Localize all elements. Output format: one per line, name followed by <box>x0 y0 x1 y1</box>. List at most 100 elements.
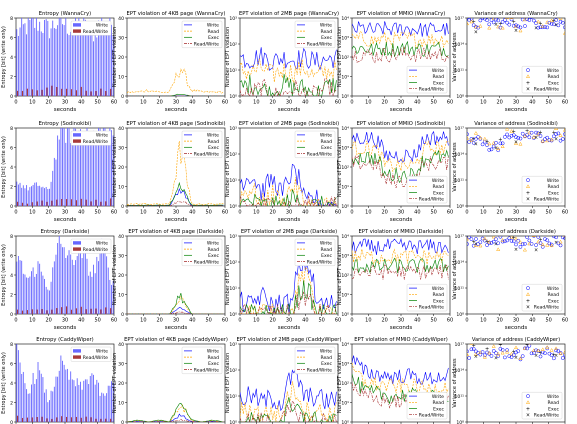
point-write <box>480 350 485 354</box>
legend-swatch <box>526 286 530 290</box>
panel-15: Entropy (CaddyWiper)0102030405060seconds… <box>1 337 115 424</box>
legend-box <box>521 392 563 420</box>
point-write <box>511 239 516 243</box>
y-tick-label: 0 <box>10 312 13 318</box>
x-tick-label: 10 <box>365 100 371 106</box>
bar-write <box>71 131 73 206</box>
point-write <box>491 239 496 244</box>
x-tick-label: 20 <box>156 210 162 216</box>
point-write <box>469 137 474 141</box>
legend-box <box>406 392 448 420</box>
x-tick-label: 20 <box>45 210 51 216</box>
plot-area: +×+×++×+×++× <box>467 128 565 153</box>
legend-label: Read/Write <box>83 29 108 35</box>
point-write <box>498 141 503 146</box>
point-read <box>531 236 536 237</box>
point-readwrite: × <box>494 356 498 362</box>
bar-write <box>47 289 49 314</box>
bar-write <box>93 264 94 314</box>
bar-write <box>60 18 62 96</box>
point-read <box>549 243 554 248</box>
bar-readwrite <box>41 200 43 206</box>
bar-readwrite <box>41 89 43 96</box>
point-read <box>469 138 474 143</box>
bar-write <box>111 284 112 314</box>
bar-write <box>63 25 65 96</box>
legend-label: Read/Write <box>419 413 444 419</box>
point-write <box>523 24 527 28</box>
x-axis-label: seconds <box>54 217 77 223</box>
x-tick-label: 10 <box>140 210 146 216</box>
x-tick-label: 0 <box>238 210 241 216</box>
bar-readwrite <box>31 202 33 206</box>
point-read <box>487 25 492 30</box>
series-line-read <box>240 381 337 422</box>
x-tick-label: 60 <box>335 210 341 216</box>
bar-write <box>31 18 32 96</box>
x-tick-label: 30 <box>286 318 292 324</box>
series-line-exec <box>352 373 449 407</box>
x-tick-label: 60 <box>562 210 568 216</box>
bar-readwrite <box>36 90 38 96</box>
y-tick-label: 30 <box>118 145 124 151</box>
point-read <box>500 237 505 242</box>
x-tick-label: 0 <box>125 318 128 324</box>
bar-write <box>78 244 80 314</box>
x-tick-label: 20 <box>269 100 275 106</box>
panel-8: EPT violation of MMIO (Sodinokibi) 0 10 20 3… <box>337 121 453 223</box>
bar-write <box>50 390 52 422</box>
y-tick-label: 10¹⁴ <box>454 42 464 48</box>
y-tick-label: 10³ <box>229 234 237 240</box>
bar-write <box>39 185 41 206</box>
bar-readwrite <box>46 418 48 422</box>
point-read <box>536 348 541 353</box>
bar-write <box>106 256 108 314</box>
legend-label: Exec <box>208 145 219 151</box>
legend-swatch: × <box>526 197 530 203</box>
bar-write <box>81 24 83 96</box>
bar-write <box>109 18 111 96</box>
bar-readwrite <box>31 89 33 96</box>
panel-title: EPT violation of 2MB page (WannaCry) <box>239 11 339 17</box>
series-line-write <box>240 47 337 71</box>
point-exec: + <box>498 343 502 349</box>
bar-write <box>93 374 94 422</box>
x-tick-label: 0 <box>125 210 128 216</box>
bar-write <box>24 188 26 206</box>
x-tick-label: 10 <box>29 210 35 216</box>
bar-write <box>39 21 41 96</box>
point-read <box>478 243 483 248</box>
point-write <box>474 237 478 241</box>
legend-box <box>521 284 563 312</box>
bar-write <box>62 24 63 96</box>
bar-write <box>19 182 21 206</box>
bar-write <box>71 29 73 96</box>
bar-write <box>52 391 54 422</box>
bar-readwrite <box>26 310 28 314</box>
legend-swatch <box>73 139 81 143</box>
legend-label: Write <box>320 133 332 139</box>
series-line-read-write <box>240 195 337 206</box>
bar-write <box>73 380 75 422</box>
bar-readwrite <box>105 91 107 96</box>
point-write <box>478 18 483 23</box>
point-readwrite: × <box>514 355 518 361</box>
bar-readwrite <box>110 308 112 314</box>
point-read <box>473 131 478 135</box>
y-tick-label: 10¹ <box>341 184 349 190</box>
point-write <box>485 18 489 23</box>
x-tick-label: 30 <box>173 100 179 106</box>
x-tick-label: 30 <box>286 100 292 106</box>
point-write <box>563 25 565 30</box>
bar-write <box>106 134 108 206</box>
point-write <box>489 354 494 358</box>
bar-write <box>16 29 18 96</box>
x-tick-label: 60 <box>222 100 228 106</box>
legend-box <box>521 175 563 204</box>
bar-readwrite <box>26 203 28 206</box>
bar-readwrite <box>105 418 107 422</box>
point-write <box>538 354 543 359</box>
x-tick-label: 50 <box>545 100 551 106</box>
y-axis-label: Number of EPT violation <box>225 353 231 413</box>
